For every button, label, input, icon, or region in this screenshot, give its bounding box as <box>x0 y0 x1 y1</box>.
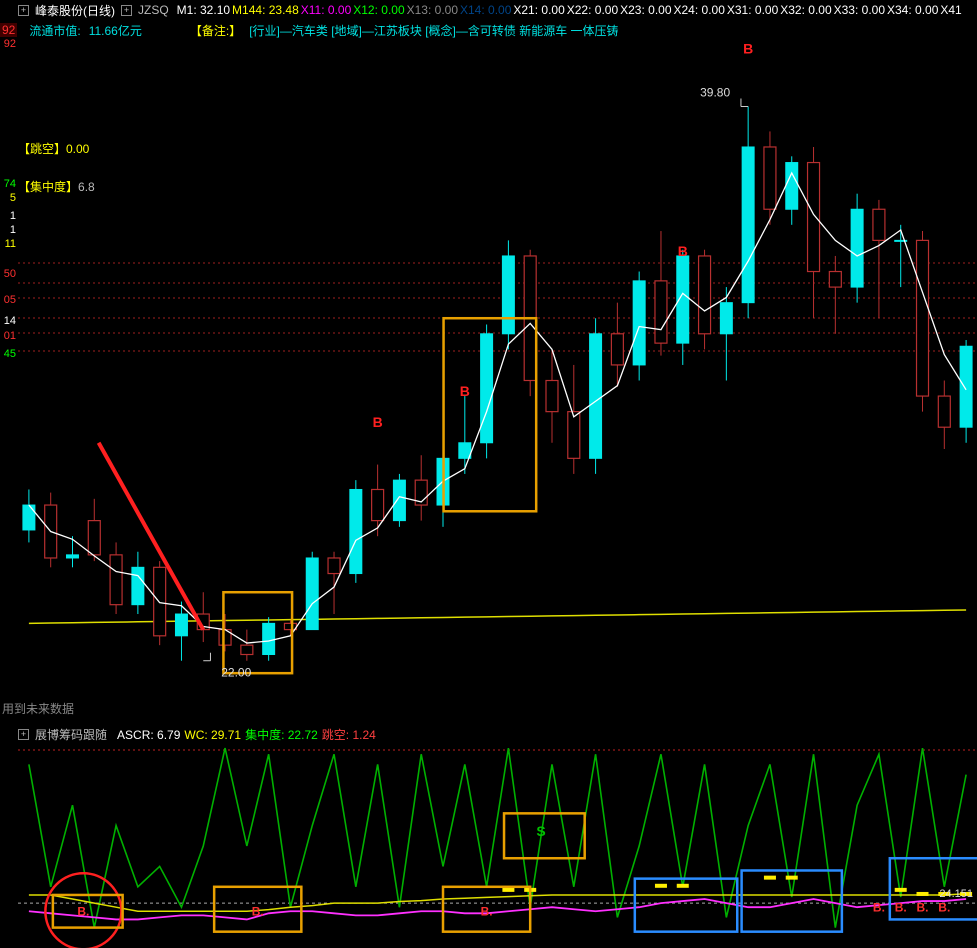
svg-text:B.: B. <box>77 904 89 918</box>
svg-text:B: B <box>373 414 383 430</box>
header-values: M1: 32.10M144: 23.48X11: 0.00X12: 0.00X1… <box>175 3 962 17</box>
chart-header-info: 92 流通市值: 11.66亿元 【备注:】 [行业]—汽车类 [地域]—江苏板… <box>0 22 619 38</box>
main-chart-svg: B B B B 22.00 39.80 <box>18 38 977 723</box>
svg-text:B.: B. <box>481 904 493 918</box>
stock-name: 峰泰股份(日线) <box>35 2 115 19</box>
svg-text:B.: B. <box>917 900 929 914</box>
sub-indicator-header: + 展博筹码跟随 ASCR: 6.79WC: 29.71集中度: 22.72跳空… <box>18 726 376 742</box>
sub-header-values: ASCR: 6.79WC: 29.71集中度: 22.72跳空: 1.24 <box>113 726 376 743</box>
sub-chart-svg: SB.B.B.B.B.B.B.24.151 <box>18 744 977 948</box>
market-cap-value: 11.66亿元 <box>89 22 142 39</box>
sub-indicator-name: 展博筹码跟随 <box>35 726 107 743</box>
svg-text:B: B <box>743 41 753 57</box>
indicator-code: JZSQ <box>138 3 169 17</box>
svg-text:22.00: 22.00 <box>221 666 251 680</box>
expand-icon[interactable]: + <box>121 5 132 16</box>
remark-label: 【备注:】 <box>190 22 241 39</box>
svg-text:B.: B. <box>938 900 950 914</box>
svg-text:39.80: 39.80 <box>700 86 730 100</box>
svg-text:B: B <box>678 243 688 259</box>
svg-text:B.: B. <box>873 900 885 914</box>
svg-text:S: S <box>536 823 545 839</box>
sub-indicator-chart[interactable]: SB.B.B.B.B.B.B.24.151 <box>18 744 977 948</box>
svg-text:24.151: 24.151 <box>939 888 973 900</box>
market-cap-label: 流通市值: <box>29 22 80 39</box>
axis-tick: 92 <box>0 23 17 37</box>
expand-icon[interactable]: + <box>18 5 29 16</box>
main-candlestick-chart[interactable]: B B B B 22.00 39.80 <box>18 38 977 723</box>
remark-text: [行业]—汽车类 [地域]—江苏板块 [概念]—含可转债 新能源车 一体压铸 <box>249 22 618 39</box>
expand-icon[interactable]: + <box>18 729 29 740</box>
svg-text:B.: B. <box>895 900 907 914</box>
chart-header-indicators: + 峰泰股份(日线) + JZSQ M1: 32.10M144: 23.48X1… <box>18 2 962 18</box>
svg-text:B: B <box>460 383 470 399</box>
svg-text:B.: B. <box>252 904 264 918</box>
future-data-note: 用到未来数据 <box>2 700 74 717</box>
y-axis-left: 9274511115005140145 <box>0 38 18 946</box>
